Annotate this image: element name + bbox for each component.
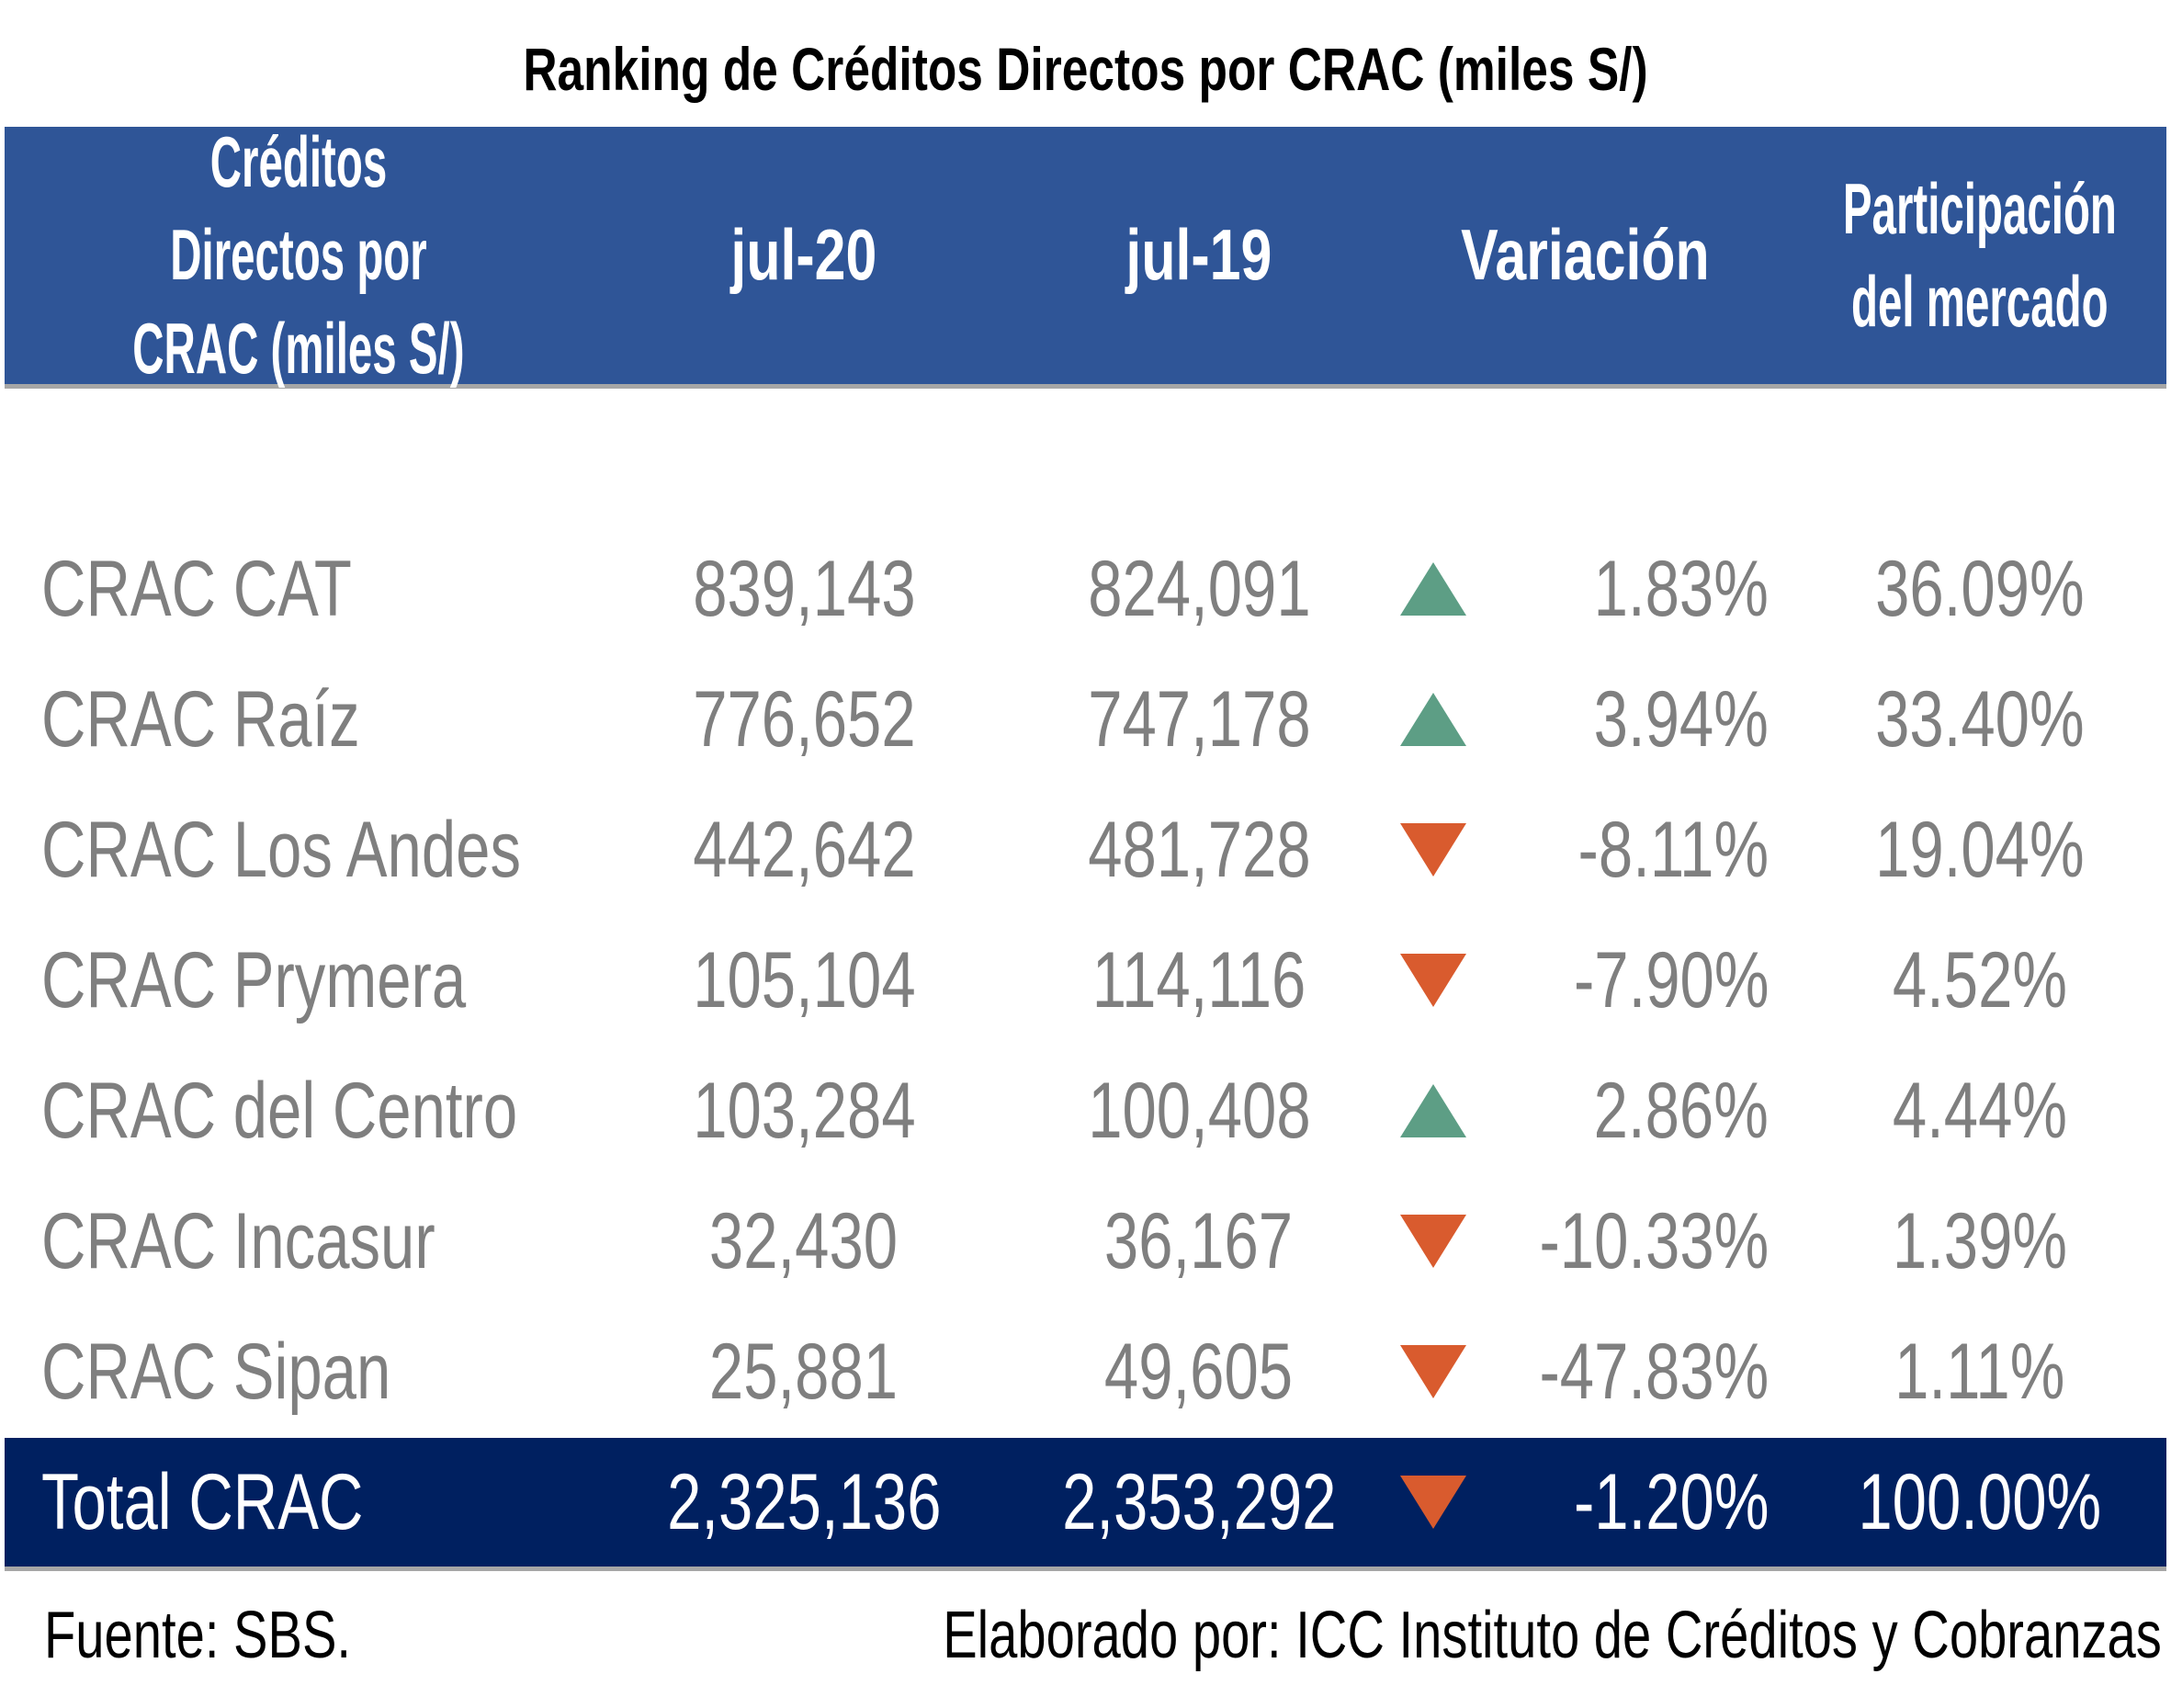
row-share: 1.39% bbox=[1892, 1196, 2068, 1285]
table-row: CRAC del Centro 103,284 100,408 2.86% 4.44% bbox=[5, 1046, 2166, 1176]
row-variation: -7.90% bbox=[1573, 935, 1769, 1024]
header-share-line1: Participación bbox=[1842, 167, 2117, 249]
row-share: 33.40% bbox=[1875, 674, 2085, 764]
row-trend-cell bbox=[1383, 1306, 1484, 1437]
row-jul19: 100,408 bbox=[1087, 1066, 1311, 1155]
row-variation: -47.83% bbox=[1539, 1327, 1769, 1416]
row-trend-cell bbox=[1383, 1046, 1484, 1176]
table-row: CRAC CAT 839,143 824,091 1.83% 36.09% bbox=[5, 524, 2166, 654]
row-share: 36.09% bbox=[1875, 544, 2085, 633]
up-arrow-icon bbox=[1400, 693, 1466, 746]
total-trend-cell bbox=[1383, 1438, 1484, 1567]
row-jul19: 114,116 bbox=[1091, 935, 1306, 1024]
table-title: Ranking de Créditos Directos por CRAC (m… bbox=[523, 35, 1648, 103]
row-trend-cell bbox=[1383, 1176, 1484, 1306]
row-variation: 3.94% bbox=[1593, 674, 1769, 764]
row-variation: -10.33% bbox=[1539, 1196, 1769, 1285]
total-name: Total CRAC bbox=[41, 1457, 364, 1546]
total-row: Total CRAC 2,325,136 2,353,292 -1.20% 10… bbox=[5, 1438, 2166, 1571]
row-trend-cell bbox=[1383, 785, 1484, 915]
header-name-line1: Créditos Directos por bbox=[170, 120, 427, 296]
row-jul20: 776,652 bbox=[692, 674, 916, 764]
row-jul19: 36,167 bbox=[1104, 1196, 1294, 1285]
header-share-line2: del mercado bbox=[1851, 261, 2109, 342]
table-row: CRAC Los Andes 442,642 481,728 -8.11% 19.04% bbox=[5, 785, 2166, 915]
down-arrow-icon bbox=[1400, 1215, 1466, 1268]
header-jul20: jul-20 bbox=[730, 214, 877, 296]
row-trend-cell bbox=[1383, 524, 1484, 654]
table-row: CRAC Prymera 105,104 114,116 -7.90% 4.52% bbox=[5, 915, 2166, 1046]
row-name: CRAC Prymera bbox=[41, 935, 467, 1024]
row-jul20: 103,284 bbox=[692, 1066, 916, 1155]
row-jul20: 442,642 bbox=[692, 805, 916, 894]
row-name: CRAC del Centro bbox=[41, 1066, 518, 1155]
row-trend-cell bbox=[1383, 654, 1484, 785]
row-jul19: 49,605 bbox=[1104, 1327, 1294, 1416]
row-name: CRAC Incasur bbox=[41, 1196, 435, 1285]
row-share: 19.04% bbox=[1875, 805, 2085, 894]
source-note: Fuente: SBS. bbox=[44, 1599, 352, 1672]
row-jul20: 32,430 bbox=[709, 1196, 899, 1285]
row-jul20: 105,104 bbox=[692, 935, 916, 1024]
row-name: CRAC Sipan bbox=[41, 1327, 391, 1416]
down-arrow-icon bbox=[1400, 1345, 1466, 1398]
header-market-share: Participación del mercado bbox=[1732, 127, 2171, 384]
header-jul19: jul-19 bbox=[1125, 214, 1272, 296]
row-jul19: 481,728 bbox=[1087, 805, 1311, 894]
row-jul20: 839,143 bbox=[692, 544, 916, 633]
down-arrow-icon bbox=[1400, 1476, 1466, 1529]
row-jul20: 25,881 bbox=[709, 1327, 899, 1416]
row-variation: 2.86% bbox=[1593, 1066, 1769, 1155]
total-jul19: 2,353,292 bbox=[1061, 1457, 1337, 1546]
total-jul20: 2,325,136 bbox=[666, 1457, 942, 1546]
up-arrow-icon bbox=[1400, 562, 1466, 616]
total-share: 100.00% bbox=[1858, 1457, 2102, 1546]
row-name: CRAC CAT bbox=[41, 544, 352, 633]
row-variation: 1.83% bbox=[1593, 544, 1769, 633]
up-arrow-icon bbox=[1400, 1084, 1466, 1137]
row-share: 1.11% bbox=[1894, 1327, 2065, 1416]
total-variation: -1.20% bbox=[1573, 1457, 1769, 1546]
credit-note: Elaborado por: ICC Instituto de Créditos… bbox=[943, 1599, 2162, 1672]
down-arrow-icon bbox=[1400, 823, 1466, 877]
header-name-column: Créditos Directos por CRAC (miles S/) bbox=[5, 121, 593, 389]
down-arrow-icon bbox=[1400, 954, 1466, 1007]
row-name: CRAC Los Andes bbox=[41, 805, 522, 894]
row-variation: -8.11% bbox=[1577, 805, 1769, 894]
table-row: CRAC Incasur 32,430 36,167 -10.33% 1.39% bbox=[5, 1176, 2166, 1306]
row-jul19: 747,178 bbox=[1087, 674, 1311, 764]
table-row: CRAC Sipan 25,881 49,605 -47.83% 1.11% bbox=[5, 1306, 2166, 1437]
table-header: Créditos Directos por CRAC (miles S/) jul… bbox=[5, 121, 2166, 389]
row-trend-cell bbox=[1383, 915, 1484, 1046]
row-share: 4.52% bbox=[1892, 935, 2068, 1024]
row-name: CRAC Raíz bbox=[41, 674, 360, 764]
row-share: 4.44% bbox=[1892, 1066, 2068, 1155]
row-jul19: 824,091 bbox=[1087, 544, 1311, 633]
header-name-line2: CRAC (miles S/) bbox=[132, 307, 465, 389]
header-variation: Variación bbox=[1460, 214, 1710, 296]
table-row: CRAC Raíz 776,652 747,178 3.94% 33.40% bbox=[5, 654, 2166, 785]
